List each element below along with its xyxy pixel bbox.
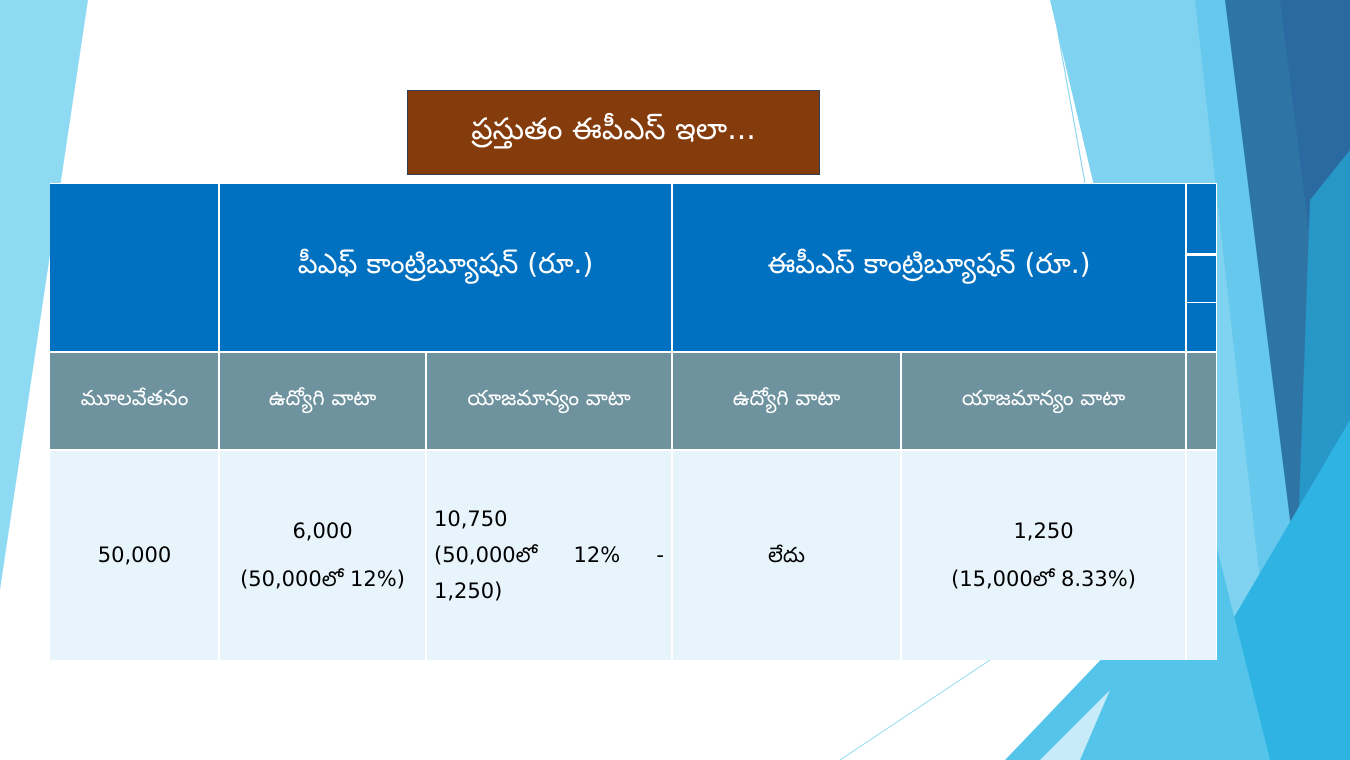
grid-line bbox=[1185, 183, 1187, 660]
header-eps-contribution-label: ఈపీఎస్ కాంట్రిబ్యూషన్ (రూ.) bbox=[767, 247, 1091, 280]
header-pf-contribution-label: పీఎఫ్ కాంట్రిబ్యూషన్ (రూ.) bbox=[297, 247, 594, 280]
grid-line bbox=[50, 351, 1217, 353]
cell-pf-employee-share: 6,000 (50,000లో 12%) bbox=[219, 450, 426, 660]
subheader-eps-employee-share: ఉద్యోగి వాటా bbox=[672, 353, 901, 449]
pf-employer-note: (50,000లో 12% - 1,250) bbox=[434, 543, 664, 603]
grid-line bbox=[900, 353, 902, 660]
subheader-eps-employer-share: యాజమాన్యం వాటా bbox=[901, 353, 1186, 449]
grid-line bbox=[1186, 302, 1217, 303]
basic-salary-value: 50,000 bbox=[97, 543, 172, 567]
grid-line bbox=[50, 183, 1217, 184]
subheader-pf-employee-share: ఉద్యోగి వాటా bbox=[219, 353, 426, 449]
eps-employer-note: (15,000లో 8.33%) bbox=[951, 567, 1136, 591]
subheader-extra-column bbox=[1186, 353, 1217, 449]
header-pf-contribution: పీఎఫ్ కాంట్రిబ్యూషన్ (రూ.) bbox=[219, 183, 672, 351]
header-blank-cell bbox=[50, 183, 219, 351]
slide-title: ప్రస్తుతం ఈపీఎస్ ఇలా... bbox=[407, 90, 820, 175]
pf-employer-amount: 10,750 bbox=[434, 507, 508, 531]
header-extra-column bbox=[1186, 183, 1217, 351]
subheader-eps-employer-share-label: యాజమాన్యం వాటా bbox=[961, 386, 1126, 410]
subheader-eps-employee-share-label: ఉద్యోగి వాటా bbox=[732, 386, 841, 410]
cell-basic-salary: 50,000 bbox=[50, 450, 219, 660]
grid-line bbox=[218, 183, 220, 660]
grid-line bbox=[50, 449, 1217, 451]
cell-extra-column bbox=[1186, 450, 1217, 660]
slide-title-text: ప్రస్తుతం ఈపీఎస్ ఇలా... bbox=[471, 111, 756, 147]
pf-employee-amount: 6,000 bbox=[292, 519, 353, 543]
grid-line bbox=[425, 353, 427, 660]
eps-employee-amount: లేదు bbox=[768, 543, 805, 567]
eps-contribution-table: పీఎఫ్ కాంట్రిబ్యూషన్ (రూ.) ఈపీఎస్ కాంట్ర… bbox=[50, 183, 1217, 660]
cell-pf-employer-share: 10,750 (50,000లో 12% - 1,250) bbox=[426, 450, 672, 660]
subheader-pf-employer-share: యాజమాన్యం వాటా bbox=[426, 353, 672, 449]
grid-line bbox=[671, 183, 673, 660]
grid-line bbox=[1216, 183, 1217, 660]
pf-employee-note: (50,000లో 12%) bbox=[240, 567, 405, 591]
subheader-pf-employer-share-label: యాజమాన్యం వాటా bbox=[467, 386, 631, 410]
grid-line bbox=[1186, 253, 1217, 256]
cell-eps-employer-share: 1,250 (15,000లో 8.33%) bbox=[901, 450, 1186, 660]
subheader-basic-salary: మూలవేతనం bbox=[50, 353, 219, 449]
cell-eps-employee-share: లేదు bbox=[672, 450, 901, 660]
subheader-pf-employee-share-label: ఉద్యోగి వాటా bbox=[268, 386, 377, 410]
header-eps-contribution: ఈపీఎస్ కాంట్రిబ్యూషన్ (రూ.) bbox=[672, 183, 1186, 351]
eps-employer-amount: 1,250 bbox=[1013, 519, 1074, 543]
subheader-basic-salary-label: మూలవేతనం bbox=[80, 386, 189, 410]
